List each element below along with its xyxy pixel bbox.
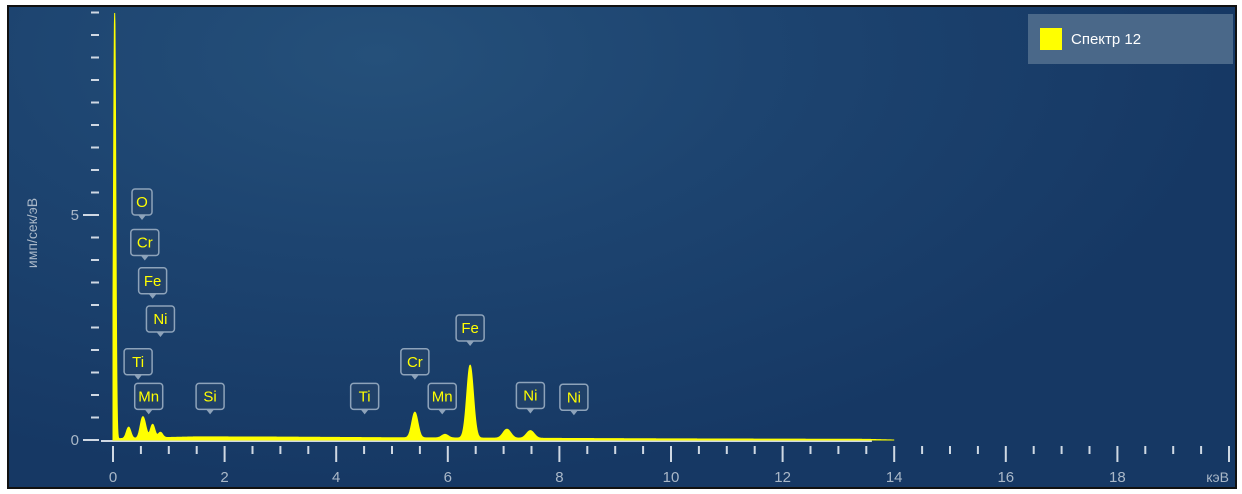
- y-tick-label: 0: [71, 432, 79, 449]
- x-tick-label: 2: [220, 469, 228, 486]
- peak-label-pointer: [206, 409, 215, 415]
- peak-label-text: Fe: [461, 320, 479, 337]
- peak-label: Mn: [133, 382, 164, 415]
- peak-label-pointer: [410, 374, 419, 380]
- peak-label-text: Cr: [137, 235, 153, 252]
- peak-label-pointer: [360, 409, 369, 415]
- peak-label-pointer: [144, 409, 153, 415]
- peak-label-pointer: [148, 293, 157, 299]
- legend[interactable]: Спектр 12: [1028, 14, 1233, 64]
- annotation-layer: O Cr Fe Ni Ti Mn Si Ti Cr Mn Fe Ni Ni: [123, 188, 589, 416]
- y-tick-label: 5: [71, 207, 79, 224]
- x-tick-label: 14: [886, 469, 903, 486]
- peak-label-text: Si: [203, 388, 216, 405]
- peak-label: Cr: [130, 228, 160, 261]
- peak-label-text: Ni: [567, 389, 581, 406]
- peak-label-text: Ni: [153, 311, 167, 328]
- peak-label: Fe: [137, 267, 168, 299]
- series-layer: [112, 12, 895, 441]
- peak-label: O: [131, 188, 153, 220]
- peak-label-pointer: [156, 332, 165, 337]
- peak-label-pointer: [569, 410, 578, 416]
- legend-label: Спектр 12: [1071, 30, 1142, 48]
- peak-label: Ni: [559, 383, 589, 416]
- x-tick-label: 6: [444, 469, 452, 486]
- peak-label: Fe: [455, 314, 485, 346]
- x-tick-label: 16: [997, 469, 1014, 486]
- peak-label-pointer: [134, 374, 143, 380]
- peak-label-text: Ti: [359, 388, 371, 405]
- peak-label: Mn: [427, 382, 457, 415]
- x-tick-label: 4: [332, 469, 340, 486]
- spectrum-series: [112, 12, 895, 441]
- peak-label-pointer: [140, 255, 149, 261]
- peak-label-pointer: [138, 215, 147, 220]
- peak-label-text: Cr: [407, 354, 423, 371]
- peak-label: Ti: [349, 382, 380, 415]
- x-axis-label: кэВ: [1206, 469, 1229, 485]
- peak-label: Si: [195, 382, 225, 415]
- peak-label-pointer: [526, 408, 535, 414]
- y-axis-label: имп/сек/эВ: [24, 197, 40, 269]
- spectrum-chart-panel: 0 5 0 2 4 6 8 10 12 14 16 18 кэВ O Cr Fe Ni Ti Mn Si Ti Cr Mn…: [7, 5, 1237, 489]
- peak-label-text: Fe: [144, 273, 162, 290]
- peak-label: Cr: [400, 348, 430, 380]
- peak-label-text: Ti: [132, 354, 144, 371]
- peak-label: Ti: [123, 348, 153, 380]
- peak-label-pointer: [438, 409, 447, 415]
- legend-swatch: [1040, 28, 1062, 50]
- peak-label-text: O: [136, 194, 148, 211]
- x-tick-label: 8: [555, 469, 563, 486]
- peak-label-text: Mn: [432, 388, 453, 405]
- x-tick-label: 0: [109, 469, 117, 486]
- peak-label-text: Ni: [523, 388, 537, 405]
- peak-label-text: Mn: [138, 388, 159, 405]
- spectrum-plot: 0 5 0 2 4 6 8 10 12 14 16 18 кэВ O Cr Fe Ni Ti Mn Si Ti Cr Mn…: [71, 11, 1230, 486]
- peak-label: Ni: [515, 381, 546, 414]
- peak-label-pointer: [466, 341, 475, 346]
- x-tick-label: 18: [1109, 469, 1126, 486]
- x-tick-label: 10: [663, 469, 680, 486]
- axes: 0 5 0 2 4 6 8 10 12 14 16 18 кэВ: [71, 11, 1230, 486]
- x-tick-label: 12: [774, 469, 791, 486]
- peak-label: Ni: [145, 305, 176, 337]
